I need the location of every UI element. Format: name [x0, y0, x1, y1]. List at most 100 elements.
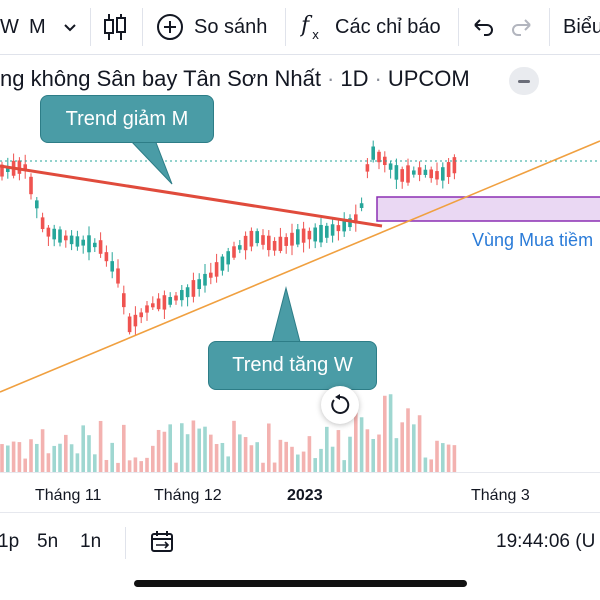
range-1d-button[interactable]: 1p	[0, 531, 19, 553]
interval-dropdown[interactable]	[62, 0, 78, 54]
candle-body	[354, 214, 358, 224]
interval-m-label: M	[29, 15, 46, 38]
volume-bar	[75, 453, 80, 472]
candle-body	[429, 169, 433, 179]
chart-menu-label: Biểu	[563, 15, 600, 38]
volume-bar	[348, 436, 352, 472]
volume-bar	[249, 445, 254, 472]
volume-bar	[365, 429, 370, 472]
candle-body	[290, 232, 294, 246]
volume-bar	[388, 394, 393, 472]
redo-button[interactable]	[510, 0, 534, 54]
volume-bar	[423, 457, 428, 472]
volume-bar	[441, 443, 445, 472]
candle-body	[203, 273, 207, 286]
candle-body	[220, 256, 225, 271]
symbol-title: ng không Sân bay Tân Sơn Nhất · 1D · UPCOM	[0, 66, 470, 92]
candle-body	[394, 165, 399, 180]
svg-text:x: x	[312, 28, 319, 42]
compare-button[interactable]: So sánh	[156, 0, 267, 54]
symbol-exchange: UPCOM	[387, 66, 470, 91]
redo-icon	[512, 19, 531, 36]
volume-bar	[127, 460, 132, 472]
candle-body	[58, 229, 62, 243]
candle-body	[139, 312, 143, 318]
volume-bar	[255, 442, 259, 472]
trend-down-pointer	[128, 139, 173, 185]
replay-button[interactable]	[321, 386, 359, 424]
volume-bar	[313, 458, 317, 472]
candle-body	[301, 228, 306, 243]
trend-up-pointer	[271, 286, 301, 343]
trend-down-callout[interactable]: Trend giảm M	[40, 95, 214, 143]
chart-menu-button[interactable]: Biểu	[563, 0, 600, 54]
range-1y-button[interactable]: 1n	[80, 531, 101, 553]
volume-bar	[429, 459, 433, 472]
candle-body	[417, 167, 422, 175]
volume-bar	[319, 448, 323, 472]
candle-body	[238, 245, 242, 250]
candle-body	[365, 164, 370, 172]
volume-bar	[435, 440, 439, 472]
interval-m-button[interactable]: M	[29, 0, 46, 54]
volume-bar	[174, 462, 178, 472]
volume-bar	[52, 445, 56, 472]
volume-bar	[185, 434, 190, 472]
candle-body	[0, 164, 4, 177]
volume-bar	[446, 444, 451, 472]
volume-bar	[406, 408, 410, 472]
price-chart[interactable]	[0, 96, 600, 472]
plus-circle-icon	[157, 14, 183, 40]
replay-icon	[331, 394, 350, 414]
candle-body	[185, 287, 190, 298]
volume-bar	[145, 457, 149, 472]
candle-body	[359, 203, 364, 208]
x-tick-label: Tháng 11	[35, 487, 102, 504]
home-indicator	[134, 580, 467, 587]
interval-w-button[interactable]: W	[0, 0, 19, 54]
candle-body	[6, 166, 10, 172]
minus-icon[interactable]	[509, 67, 539, 95]
candle-body	[133, 314, 138, 327]
candle-body	[122, 293, 126, 308]
volume-bar	[452, 445, 457, 472]
volume-bar	[238, 434, 242, 472]
candle-body	[371, 146, 375, 160]
volume-bar	[278, 439, 283, 472]
candle-body	[64, 235, 68, 241]
candle-body	[151, 303, 155, 308]
range-1d-label: 1p	[0, 531, 20, 552]
bottom-range-bar: 1p 5n 1n 19:44:06 (U	[0, 512, 600, 573]
volume-bar	[191, 420, 196, 472]
trend-up-line	[0, 140, 600, 393]
date-range-button[interactable]	[149, 529, 175, 561]
volume-bar	[151, 445, 155, 472]
volume-bar	[197, 428, 201, 472]
volume-bar	[301, 451, 306, 472]
undo-icon	[474, 19, 493, 36]
volume-bar	[29, 439, 33, 472]
volume-bar	[359, 417, 364, 472]
volume-bar	[168, 424, 172, 472]
symbol-name: ng không Sân bay Tân Sơn Nhất	[0, 66, 322, 91]
volume-bar	[46, 453, 51, 472]
candle-body	[319, 224, 323, 243]
volume-bar	[307, 436, 312, 472]
volume-bar	[40, 429, 45, 472]
candle-body	[81, 239, 85, 246]
trend-up-callout[interactable]: Trend tăng W	[208, 341, 377, 390]
chart-type-button[interactable]	[102, 0, 128, 54]
candle-body	[23, 164, 27, 170]
candle-body	[278, 236, 283, 251]
calendar-range-icon	[151, 531, 173, 552]
volume-bar	[383, 395, 387, 472]
indicators-button[interactable]: f x Các chỉ báo	[300, 0, 441, 54]
candle-body	[29, 176, 33, 195]
volume-bar	[371, 438, 375, 472]
candle-body	[435, 171, 439, 180]
candle-body	[423, 169, 428, 175]
x-tick-label: Tháng 12	[154, 487, 222, 504]
range-5d-button[interactable]: 5n	[37, 531, 58, 553]
undo-button[interactable]	[471, 0, 495, 54]
x-axis: Tháng 11 Tháng 12 2023 Tháng 3	[0, 472, 600, 513]
